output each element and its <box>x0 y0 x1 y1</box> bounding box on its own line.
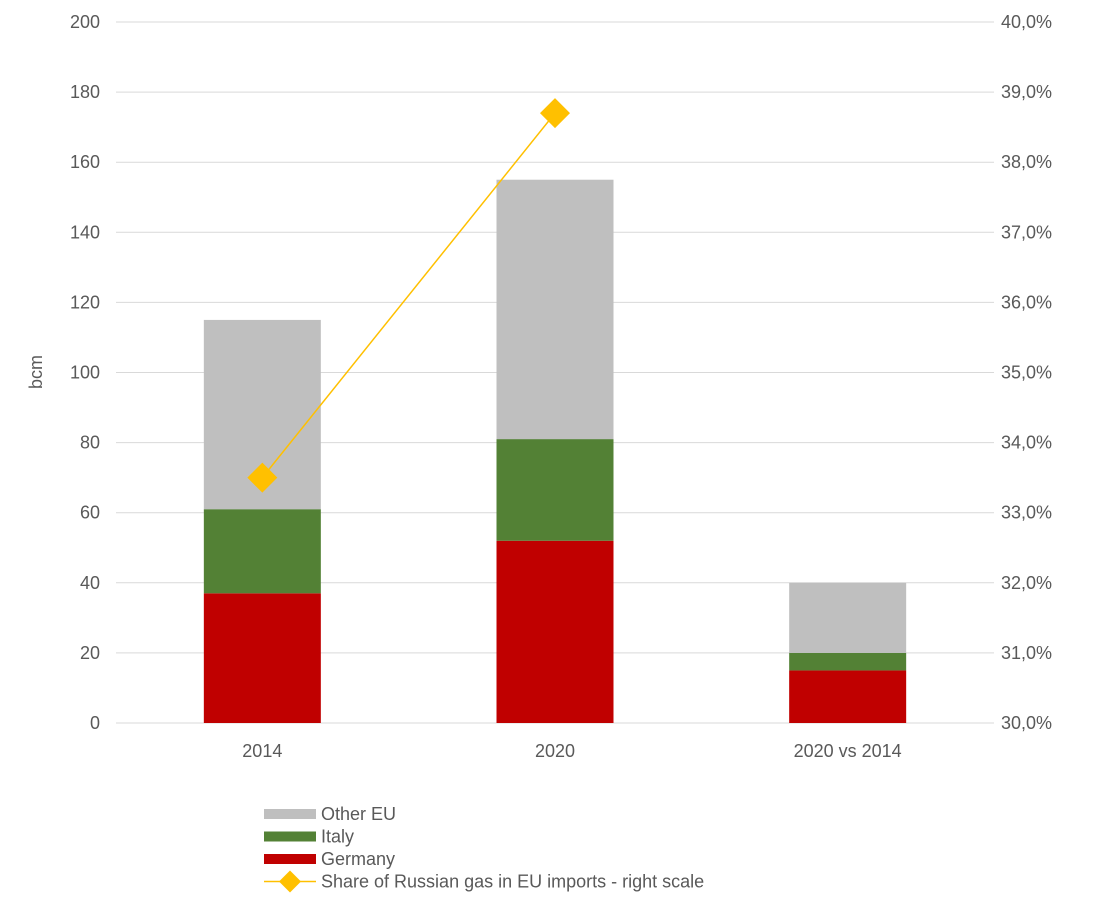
bar-italy <box>789 652 907 671</box>
legend-label: Other EU <box>321 804 396 824</box>
share-marker <box>247 462 278 493</box>
share-marker <box>540 98 570 129</box>
bar-germany <box>789 670 907 723</box>
y-tick-label: 40 <box>80 573 100 593</box>
y-tick-label: 160 <box>70 152 100 172</box>
share-line-series <box>247 98 570 493</box>
y2-tick-label: 31,0% <box>1001 643 1052 663</box>
x-axis-ticks: 2014 2020 2020 vs 2014 <box>242 741 901 761</box>
y-tick-label: 180 <box>70 82 100 102</box>
x-tick-label: 2014 <box>242 741 282 761</box>
y2-tick-label: 30,0% <box>1001 713 1052 733</box>
y2-tick-label: 32,0% <box>1001 573 1052 593</box>
y2-tick-label: 40,0% <box>1001 12 1052 32</box>
legend-marker <box>279 870 301 893</box>
y-tick-label: 20 <box>80 643 100 663</box>
legend-label: Italy <box>321 827 354 847</box>
bar-italy <box>496 439 614 541</box>
bar-other-eu <box>789 582 907 653</box>
y-tick-label: 140 <box>70 222 100 242</box>
x-tick-label: 2020 <box>535 741 575 761</box>
y2-tick-label: 33,0% <box>1001 503 1052 523</box>
left-axis-ticks: 0 20 40 60 80 100 120 140 160 180 200 <box>70 12 100 733</box>
bars <box>203 179 907 723</box>
y-tick-label: 80 <box>80 433 100 453</box>
y-tick-label: 60 <box>80 503 100 523</box>
x-tick-label: 2020 vs 2014 <box>794 741 902 761</box>
legend-label: Share of Russian gas in EU imports - rig… <box>321 872 704 892</box>
y-tick-label: 200 <box>70 12 100 32</box>
y-tick-label: 120 <box>70 292 100 312</box>
bar-germany <box>203 593 321 723</box>
y-tick-label: 100 <box>70 363 100 383</box>
y2-tick-label: 37,0% <box>1001 222 1052 242</box>
y2-tick-label: 35,0% <box>1001 363 1052 383</box>
bar-italy <box>203 509 321 594</box>
legend-label: Germany <box>321 849 395 869</box>
share-line <box>261 112 556 479</box>
right-axis-ticks: 30,0% 31,0% 32,0% 33,0% 34,0% 35,0% 36,0% 37,0%… <box>1001 12 1052 733</box>
bar-other-eu <box>496 179 614 440</box>
legend-swatch <box>264 854 316 864</box>
y2-tick-label: 38,0% <box>1001 152 1052 172</box>
legend-swatch <box>264 831 316 842</box>
y2-tick-label: 36,0% <box>1001 292 1052 312</box>
bar-germany <box>496 540 614 723</box>
y2-tick-label: 39,0% <box>1001 82 1052 102</box>
y-tick-label: 0 <box>90 713 100 733</box>
y2-tick-label: 34,0% <box>1001 433 1052 453</box>
legend-swatch <box>264 809 316 819</box>
y-axis-title: bcm <box>26 355 46 389</box>
